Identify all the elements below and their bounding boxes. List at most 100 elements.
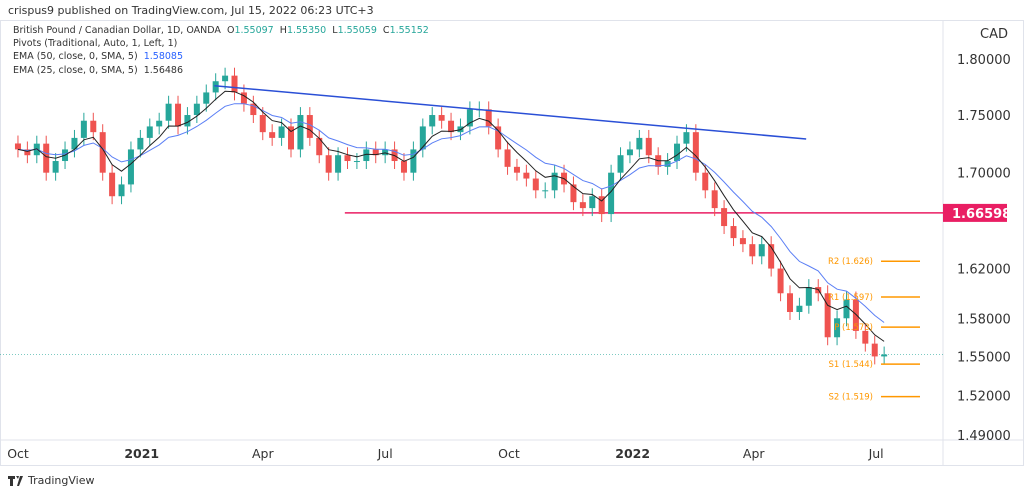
support-price-badge: [943, 203, 1007, 222]
ema25-label: EMA (25, close, 0, SMA, 5): [13, 64, 138, 76]
high-value: 1.55350: [286, 25, 327, 36]
close-label: C: [382, 25, 390, 36]
candle-body: [542, 190, 549, 192]
candle-body: [749, 244, 756, 257]
candle-body: [664, 161, 671, 167]
price-tick-label: 1.80000: [957, 53, 1011, 68]
low-label: L: [332, 25, 338, 36]
brand-name: TradingView: [28, 474, 95, 487]
candle-body: [683, 132, 690, 144]
support-price-label: 1.66598: [952, 207, 1011, 222]
candle-body: [240, 92, 247, 104]
candle-body: [344, 155, 351, 162]
candle-body: [325, 155, 332, 173]
candle-body: [532, 178, 539, 191]
candle-body: [721, 208, 728, 227]
candle-body: [175, 103, 182, 127]
candle-body: [419, 126, 426, 150]
candle-body: [617, 155, 624, 173]
published-line: crispus9 published on TradingView.com, J…: [8, 4, 374, 17]
close-value: 1.55152: [389, 25, 429, 36]
pivots-indicator[interactable]: Pivots (Traditional, Auto, 1, Left, 1): [13, 38, 178, 50]
candle-body: [353, 161, 360, 163]
price-tick-label: 1.49000: [957, 429, 1011, 444]
candle-body: [80, 120, 87, 138]
ema25-line: [17, 90, 885, 342]
candle-body: [768, 244, 775, 269]
candle-body: [306, 115, 313, 138]
time-tick-label: Oct: [498, 446, 520, 461]
ema50-value: 1.58085: [143, 51, 184, 63]
open-value: 1.55097: [234, 25, 274, 36]
ema50-line: [17, 103, 885, 323]
candle-body: [99, 132, 106, 173]
time-tick-label: 2022: [615, 446, 650, 461]
candle-body: [466, 109, 473, 127]
candle-body: [796, 305, 803, 313]
symbol-line: British Pound / Canadian Dollar, 1D, OAN…: [13, 24, 429, 37]
ema50-indicator[interactable]: EMA (50, close, 0, SMA, 5) 1.58085: [13, 50, 429, 63]
pivot-label-r1: R1 (1.597): [828, 293, 873, 303]
ema25-indicator[interactable]: EMA (25, close, 0, SMA, 5) 1.56486: [13, 64, 429, 77]
candle-body: [382, 149, 389, 156]
candle-body: [259, 115, 266, 133]
candle-body: [316, 137, 323, 156]
candle-body: [513, 166, 520, 173]
candle-body: [156, 120, 163, 127]
time-tick-label: 2021: [124, 446, 159, 461]
candle-body: [52, 161, 59, 173]
candle-body: [165, 103, 172, 121]
price-tick-label: 1.62000: [957, 263, 1011, 278]
time-tick-label: Jul: [377, 446, 393, 461]
candle-body: [626, 149, 633, 156]
candle-body: [203, 92, 210, 104]
candle-body: [645, 137, 652, 156]
candle-body: [137, 137, 144, 150]
open-label: O: [226, 25, 235, 36]
symbol-title: British Pound / Canadian Dollar, 1D, OAN…: [13, 25, 221, 36]
candle-body: [843, 299, 850, 319]
candle-body: [297, 115, 304, 150]
candle-body: [692, 132, 699, 173]
candle-body: [636, 137, 643, 150]
candle-body: [589, 196, 596, 209]
candle-body: [862, 330, 869, 344]
candle-body: [711, 190, 718, 209]
candle-body: [184, 115, 191, 127]
candle-body: [43, 143, 50, 173]
candle-body: [485, 109, 492, 127]
price-chart[interactable]: CAD 1.80000 1.75000 1.70000 1.62000 1.58000 1.…: [0, 0, 1024, 470]
high-label: H: [279, 25, 287, 36]
candle-body: [758, 244, 765, 257]
candle-body: [127, 149, 134, 185]
pivot-label-p: P (1.573): [834, 323, 873, 333]
candle-body: [523, 172, 530, 179]
low-value: 1.55059: [337, 25, 377, 36]
ema50-label: EMA (50, close, 0, SMA, 5): [13, 51, 138, 63]
candle-body: [674, 143, 681, 162]
candle-body: [429, 115, 436, 127]
candle-body: [250, 103, 257, 116]
candle-body: [363, 149, 370, 162]
candle-body: [702, 172, 709, 191]
candle-body: [777, 268, 784, 294]
resistance-trendline: [214, 84, 807, 140]
candle-body: [146, 126, 153, 138]
tradingview-logo[interactable]: TradingView: [8, 474, 94, 487]
candle-body: [231, 75, 238, 93]
candle-body: [372, 149, 379, 156]
tradingview-logo-icon: [8, 475, 23, 486]
candle-body: [288, 126, 294, 150]
candle-body: [438, 115, 445, 121]
candle-body: [786, 293, 793, 313]
ema25-value: 1.56486: [143, 64, 184, 76]
candle-body: [193, 103, 200, 116]
candle-body: [824, 293, 831, 338]
price-tick-label: 1.70000: [957, 167, 1011, 182]
candle-body: [871, 343, 878, 357]
pivot-label-s1: S1 (1.544): [829, 360, 873, 370]
candle-body: [269, 132, 276, 138]
candle-body: [598, 196, 605, 215]
candle-body: [579, 202, 586, 209]
